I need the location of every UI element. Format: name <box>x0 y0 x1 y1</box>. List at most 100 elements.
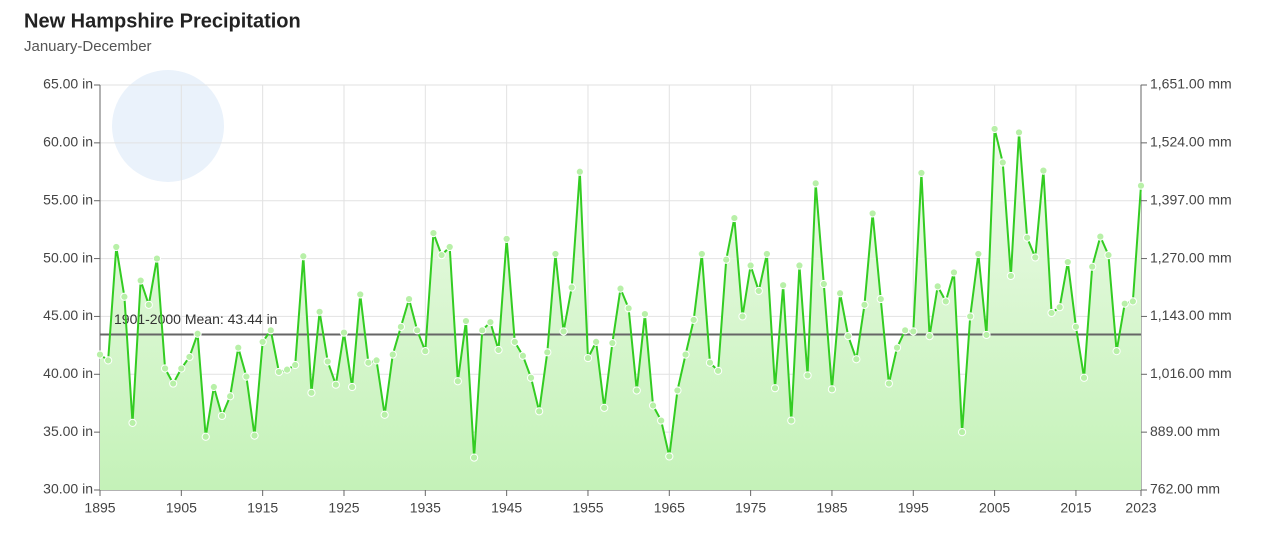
point <box>1055 303 1064 312</box>
point <box>421 347 430 356</box>
x-tick-label: 1905 <box>166 500 197 516</box>
point <box>372 356 381 365</box>
point <box>657 416 666 425</box>
x-tick-label: 1965 <box>654 500 685 516</box>
point <box>201 432 210 441</box>
point <box>966 312 975 321</box>
point <box>234 343 243 352</box>
point <box>242 372 251 381</box>
point <box>331 380 340 389</box>
point <box>494 345 503 355</box>
point <box>510 337 519 346</box>
x-tick-label: 2005 <box>979 500 1010 516</box>
chart-title: New Hampshire Precipitation <box>24 10 301 32</box>
point <box>868 209 877 218</box>
point <box>413 326 422 335</box>
area <box>100 128 1141 490</box>
point <box>648 401 658 410</box>
point <box>592 337 601 346</box>
point <box>1071 322 1081 331</box>
point <box>1023 233 1032 242</box>
point <box>250 431 259 440</box>
point <box>323 357 332 366</box>
point <box>1063 257 1072 267</box>
point <box>770 384 780 393</box>
point <box>348 382 357 392</box>
x-tick-label: 1945 <box>491 500 522 516</box>
point <box>957 428 967 437</box>
point <box>551 249 560 259</box>
point <box>95 350 105 359</box>
y-tick-label: 55.00 in <box>43 191 93 207</box>
point <box>852 355 861 364</box>
point <box>827 385 837 394</box>
point <box>526 373 536 382</box>
point <box>713 366 723 375</box>
point <box>705 358 715 367</box>
point <box>779 281 788 290</box>
point <box>535 407 544 416</box>
point <box>453 377 462 386</box>
point <box>1031 253 1040 262</box>
point <box>998 158 1007 167</box>
point <box>258 337 267 346</box>
x-tick-label: 1975 <box>735 500 766 516</box>
point <box>396 322 406 331</box>
x-tick-label: 1985 <box>816 500 847 516</box>
point <box>624 304 633 313</box>
point <box>307 388 316 397</box>
point <box>128 418 137 427</box>
x-tick-label: 2023 <box>1125 500 1156 516</box>
point <box>787 416 796 425</box>
y2-tick-label: 1,397.00 mm <box>1150 191 1232 207</box>
point <box>266 326 275 335</box>
point <box>754 286 763 296</box>
point <box>1112 347 1121 356</box>
point <box>291 360 300 370</box>
point <box>941 297 950 306</box>
point <box>169 379 178 388</box>
point <box>982 330 991 340</box>
point <box>1006 271 1015 281</box>
point <box>160 364 170 373</box>
point <box>1096 232 1105 241</box>
point <box>795 261 804 270</box>
y-tick-label: 65.00 in <box>43 76 93 92</box>
point <box>152 254 162 263</box>
point <box>974 249 983 259</box>
point <box>819 279 828 289</box>
point <box>299 252 308 261</box>
point <box>909 327 918 336</box>
point <box>226 392 235 401</box>
x-tick-label: 1915 <box>247 500 278 516</box>
y2-tick-label: 1,270.00 mm <box>1150 249 1232 265</box>
point <box>738 312 747 321</box>
x-tick-label: 2015 <box>1060 500 1091 516</box>
point <box>762 249 771 259</box>
point <box>193 329 202 338</box>
y-tick-label: 40.00 in <box>43 365 93 381</box>
point <box>470 453 479 462</box>
y2-tick-label: 762.00 mm <box>1150 481 1220 497</box>
point <box>104 356 113 365</box>
point <box>583 353 593 363</box>
point <box>901 326 910 335</box>
point <box>730 213 739 223</box>
point <box>177 364 186 373</box>
mean-label: 1901-2000 Mean: 43.44 in <box>114 311 277 327</box>
point <box>315 307 324 316</box>
y2-tick-label: 1,016.00 mm <box>1150 365 1232 381</box>
chart-subtitle: January-December <box>24 38 152 55</box>
y2-tick-label: 1,143.00 mm <box>1150 307 1232 323</box>
point <box>364 358 373 367</box>
point <box>600 403 609 412</box>
point <box>949 268 959 277</box>
y2-tick-label: 1,651.00 mm <box>1150 76 1232 92</box>
point <box>892 343 902 352</box>
logo <box>112 70 224 182</box>
x-tick-label: 1935 <box>410 500 441 516</box>
point <box>640 310 649 319</box>
point <box>356 290 365 299</box>
point <box>1014 128 1024 137</box>
y2-tick-label: 1,524.00 mm <box>1150 134 1232 150</box>
